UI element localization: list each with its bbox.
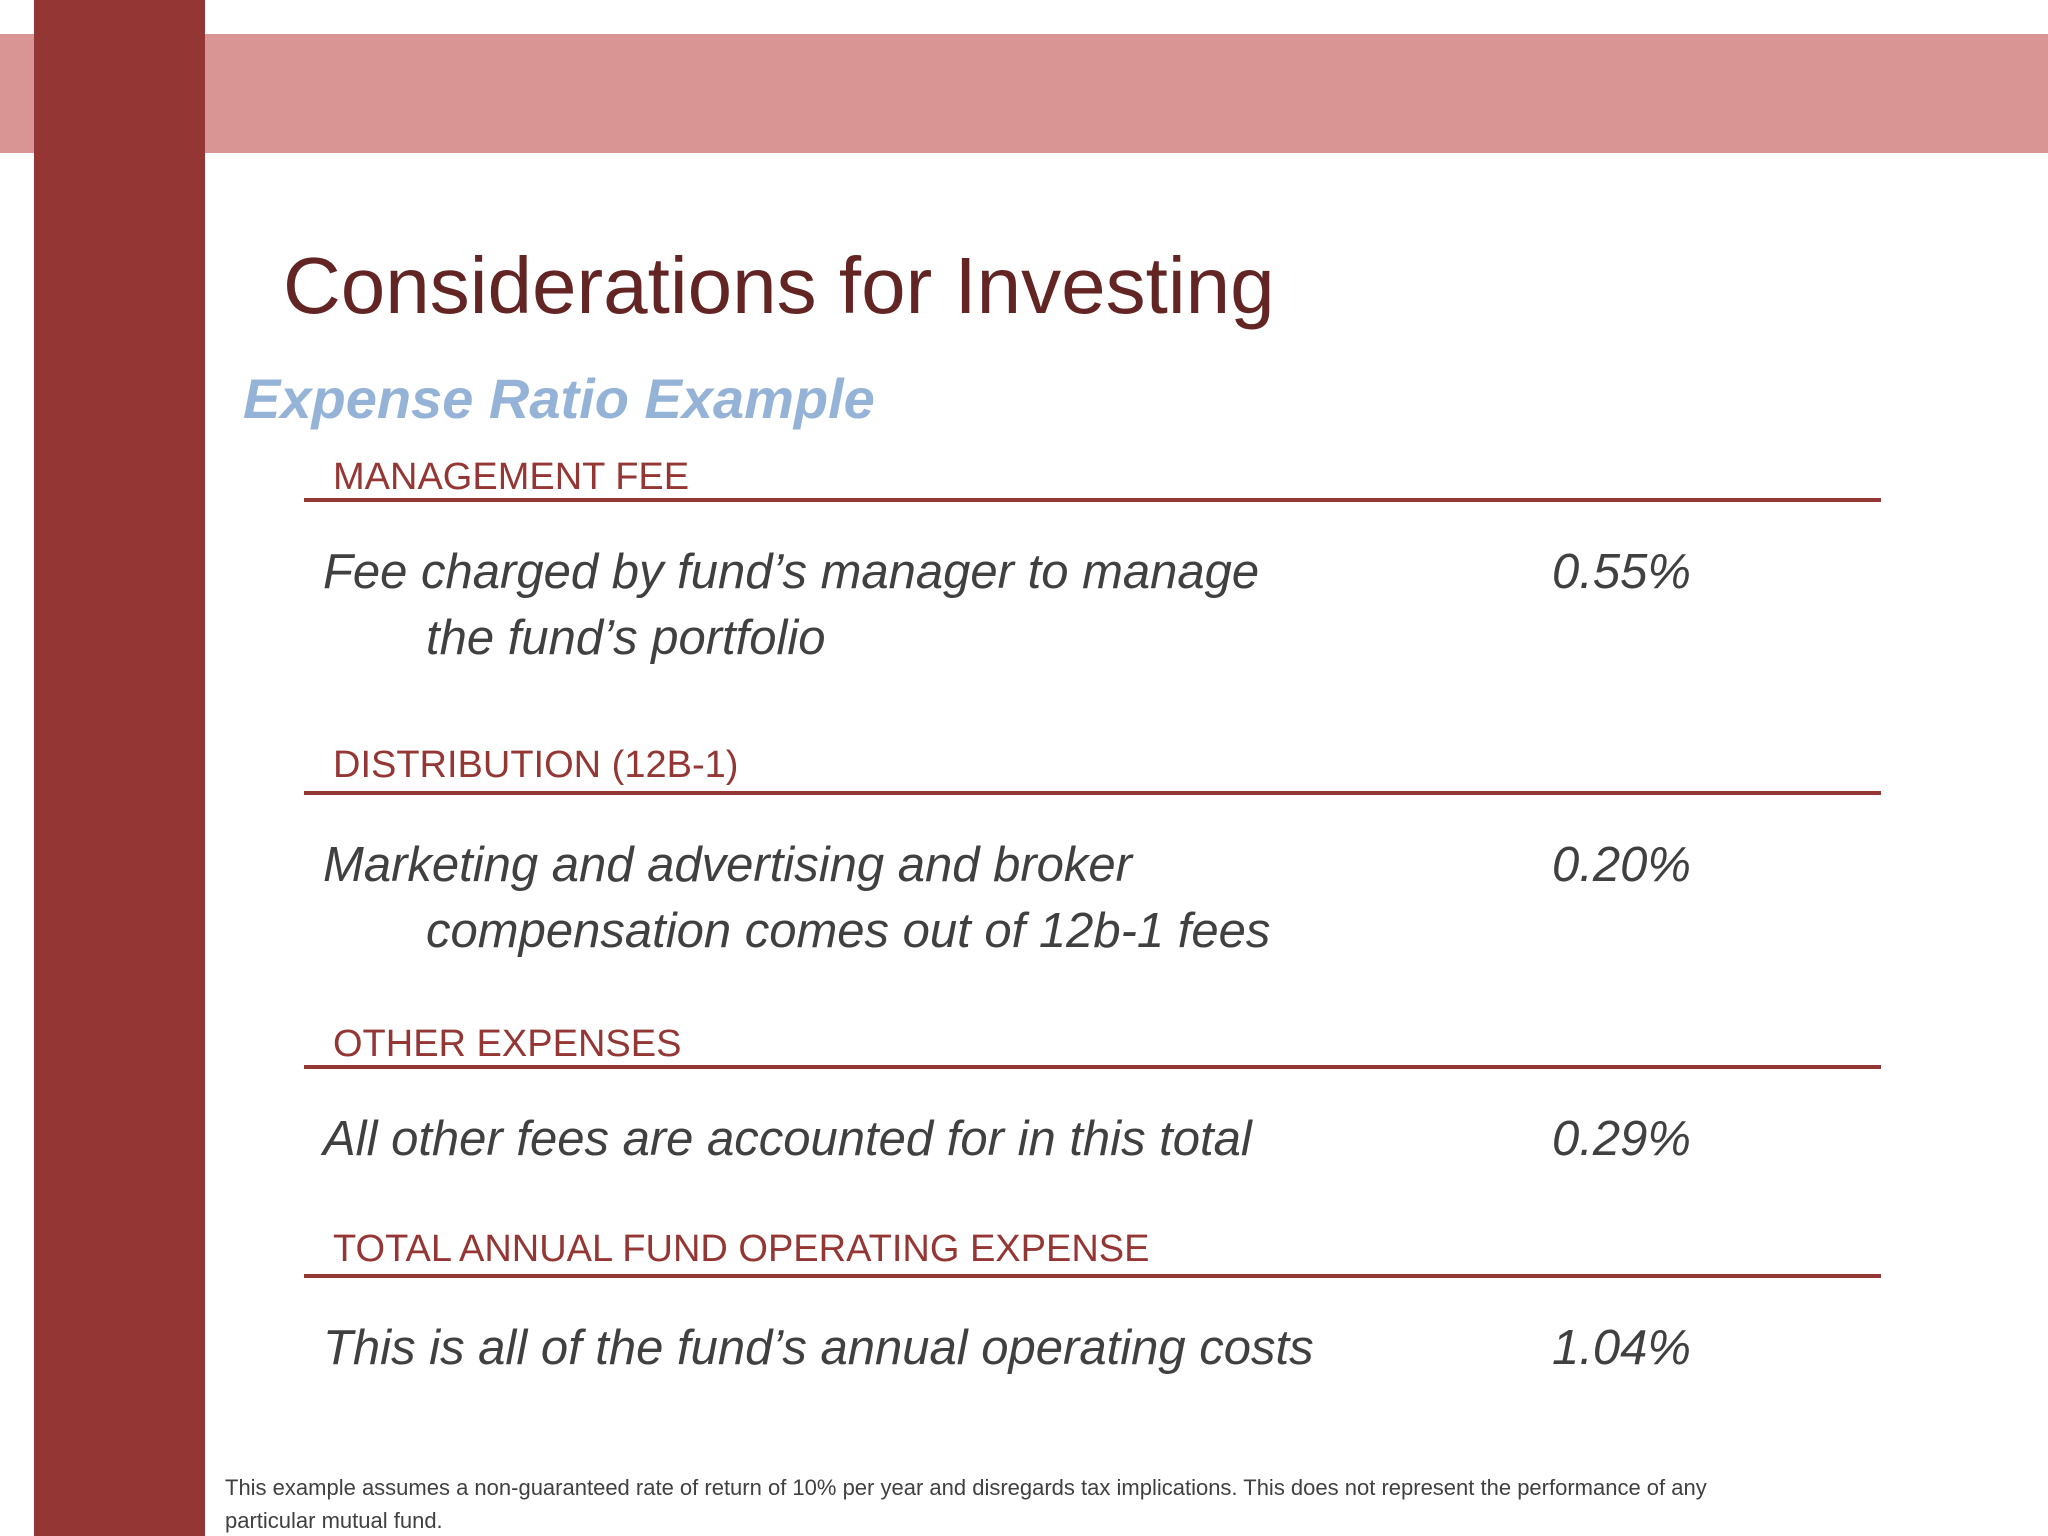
description-line: Marketing and advertising and broker bbox=[323, 838, 1134, 892]
footnote: This example assumes a non-guaranteed ra… bbox=[225, 1475, 1707, 1500]
title: Considerations for Investing bbox=[283, 241, 1275, 330]
expense-value: 0.29% bbox=[1552, 1112, 1691, 1166]
expense-value: 0.20% bbox=[1552, 838, 1691, 892]
footnote: particular mutual fund. bbox=[225, 1508, 443, 1533]
description-line: compensation comes out of 12b-1 fees bbox=[426, 904, 1270, 958]
description-line: Fee charged by fund’s manager to manage bbox=[323, 545, 1259, 599]
side-bar bbox=[34, 0, 205, 1536]
section-heading: DISTRIBUTION (12B-1) bbox=[333, 744, 738, 786]
section-heading: TOTAL ANNUAL FUND OPERATING EXPENSE bbox=[333, 1228, 1149, 1270]
subtitle: Expense Ratio Example bbox=[243, 367, 875, 430]
description-line: All other fees are accounted for in this… bbox=[320, 1112, 1253, 1166]
section-heading: MANAGEMENT FEE bbox=[333, 456, 689, 498]
expense-value: 0.55% bbox=[1552, 545, 1691, 599]
header-band bbox=[0, 34, 2048, 153]
section-heading: OTHER EXPENSES bbox=[333, 1023, 681, 1065]
description-line: the fund’s portfolio bbox=[426, 611, 826, 665]
description-line: This is all of the fund’s annual operati… bbox=[323, 1321, 1314, 1375]
expense-value: 1.04% bbox=[1552, 1321, 1691, 1375]
